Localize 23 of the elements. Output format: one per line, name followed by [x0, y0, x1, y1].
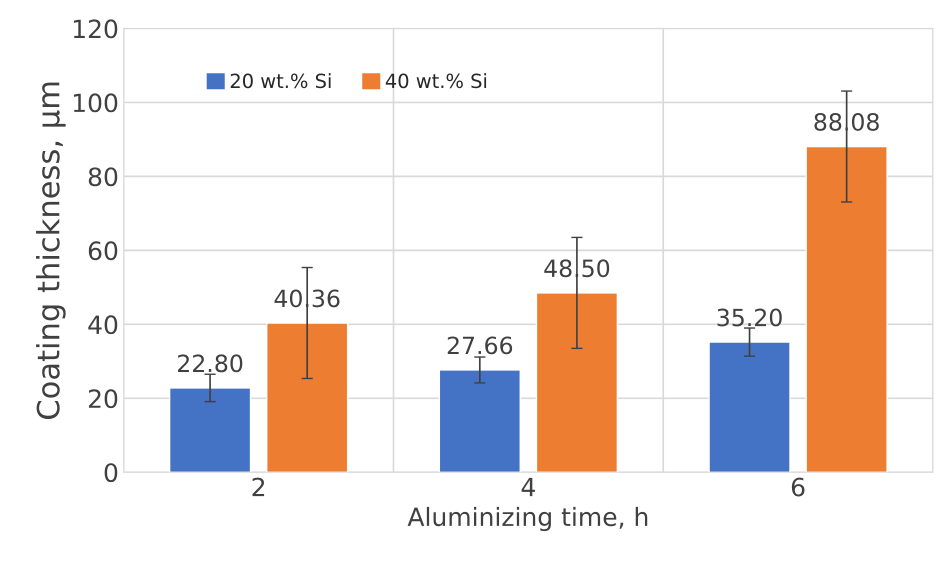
y-tick-label: 80	[88, 167, 118, 186]
bar	[708, 341, 791, 472]
bar	[168, 387, 252, 472]
data-label: 22.80	[178, 354, 242, 372]
bar	[438, 369, 521, 472]
y-tick-label: 100	[74, 93, 118, 112]
y-tick-label: 60	[88, 241, 118, 260]
y-axis-title: Coating thickness, µm	[36, 82, 66, 419]
x-tick-label: 4	[522, 478, 535, 496]
y-tick-label: 40	[88, 315, 118, 334]
x-axis-title: Aluminizing time, h	[408, 506, 648, 532]
y-tick-label: 120	[74, 19, 118, 38]
legend-label: 20 wt.% Si	[230, 73, 331, 88]
x-tick-label: 6	[792, 478, 804, 496]
x-tick-label: 2	[252, 478, 264, 496]
bar	[266, 322, 348, 472]
y-tick-label: 0	[104, 463, 118, 482]
y-tick-label: 20	[88, 389, 118, 408]
data-label: 27.66	[448, 336, 512, 354]
legend-label: 40 wt.% Si	[386, 73, 486, 88]
bar	[536, 292, 618, 472]
bar	[805, 146, 888, 472]
data-label: 35.20	[718, 308, 782, 326]
